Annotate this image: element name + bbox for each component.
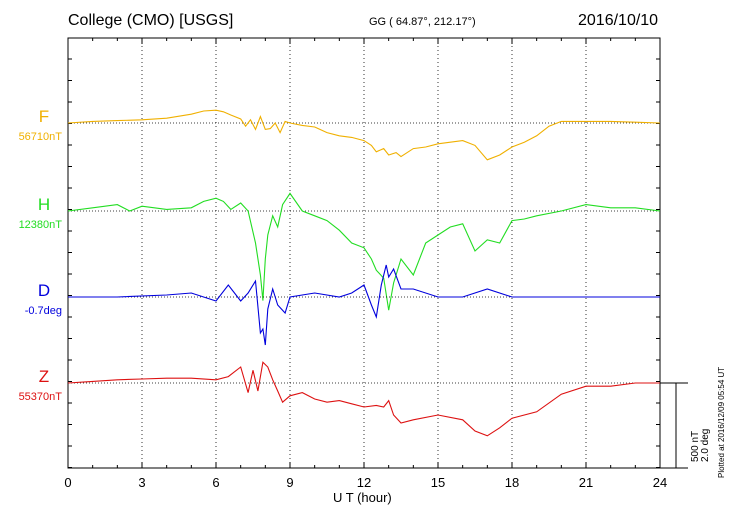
x-tick-label: 6 — [212, 475, 219, 490]
scale-bar-labels: 500 nT 2.0 deg — [690, 429, 710, 462]
series-baseline-Z: 55370nT — [19, 391, 63, 403]
series-line-Z — [67, 361, 660, 437]
x-axis-label: U T (hour) — [333, 490, 392, 505]
series-name-H: H — [38, 195, 50, 214]
x-tick-label: 9 — [286, 475, 293, 490]
series-line-D — [68, 264, 660, 346]
series-name-F: F — [39, 107, 49, 126]
x-tick-label: 12 — [357, 475, 371, 490]
station-title: College (CMO) [USGS] — [68, 12, 234, 29]
x-tick-label: 15 — [431, 475, 445, 490]
plotted-timestamp-text: Plotted at 2016/12/09 05:54 UT — [717, 367, 726, 478]
series-name-D: D — [38, 281, 50, 300]
date-label: 2016/10/10 — [578, 12, 659, 29]
series-baseline-D: -0.7deg — [25, 305, 62, 317]
scale-deg-label: 2.0 deg — [700, 429, 710, 462]
x-tick-label: 3 — [138, 475, 145, 490]
plotted-timestamp: Plotted at 2016/12/09 05:54 UT — [717, 367, 726, 478]
x-tick-label: 0 — [64, 475, 71, 490]
x-tick-label: 24 — [653, 475, 667, 490]
series-line-H — [67, 192, 661, 311]
x-tick-label: 18 — [505, 475, 519, 490]
x-tick-label: 21 — [579, 475, 593, 490]
series-name-Z: Z — [39, 367, 49, 386]
coordinates-label: GG ( 64.87°, 212.17°) — [369, 16, 476, 28]
series-baseline-H: 12380nT — [19, 219, 63, 231]
series-line-F — [67, 109, 661, 161]
scale-nt-label: 500 nT — [690, 431, 701, 462]
series-baseline-F: 56710nT — [19, 131, 63, 143]
